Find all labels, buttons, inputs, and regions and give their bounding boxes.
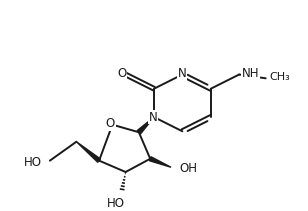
Text: N: N [149,111,157,124]
Polygon shape [149,157,171,167]
Text: O: O [117,67,127,80]
Text: N: N [178,67,187,80]
Polygon shape [76,142,100,162]
Text: O: O [106,117,115,130]
Polygon shape [137,117,154,134]
Text: NH: NH [242,67,260,80]
Text: HO: HO [24,156,42,169]
Text: OH: OH [180,162,197,175]
Text: HO: HO [107,197,125,210]
Text: CH₃: CH₃ [270,72,290,82]
